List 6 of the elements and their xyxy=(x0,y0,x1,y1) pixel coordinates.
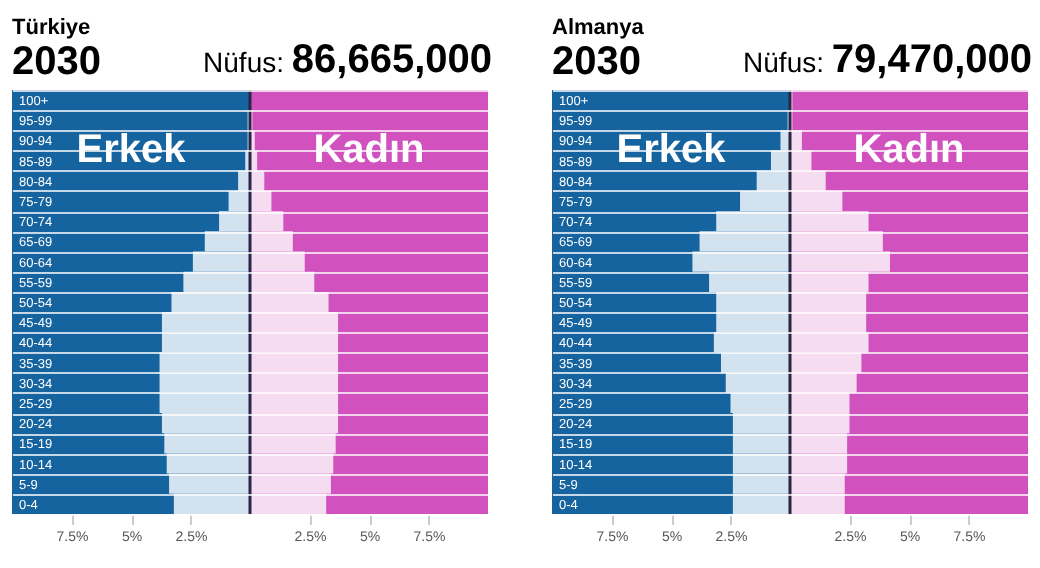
chart-subtitle: 2030 xyxy=(12,40,101,84)
chart-title: Almanya xyxy=(552,16,644,40)
chart-subtitle: 2030 xyxy=(552,40,643,84)
text: Nüfus: 86,665,000 xyxy=(203,38,492,84)
chart-title: Türkiye xyxy=(12,16,93,40)
text: Nüfus: 79,470,000 xyxy=(743,38,1032,84)
